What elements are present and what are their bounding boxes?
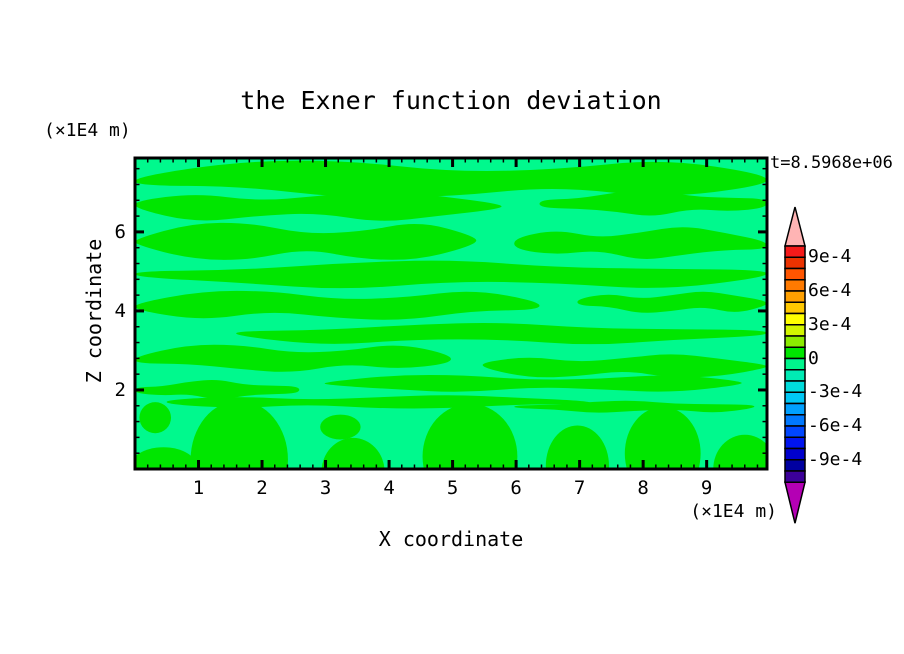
colorbar-tick-label: -9e-4 bbox=[808, 448, 863, 470]
contour-blob bbox=[320, 414, 361, 440]
z-tick-label: 4 bbox=[114, 299, 126, 322]
z-axis-unit-label: (×1E4 m) bbox=[44, 120, 131, 141]
contour-band bbox=[135, 191, 502, 221]
x-tick-label: 7 bbox=[573, 477, 586, 499]
contour-band bbox=[135, 160, 767, 198]
colorbar-box bbox=[784, 324, 806, 337]
contour-band bbox=[514, 227, 767, 259]
contour-band bbox=[482, 354, 767, 378]
x-tick-label: 5 bbox=[446, 477, 459, 499]
z-axis-title: Z coordinate bbox=[82, 238, 106, 384]
contour-band bbox=[514, 400, 755, 413]
colorbar-box bbox=[784, 447, 806, 461]
x-tick-label: 1 bbox=[192, 477, 205, 499]
x-tick-label: 2 bbox=[256, 477, 268, 499]
contour-blob bbox=[713, 434, 767, 469]
colorbar-box bbox=[784, 391, 806, 405]
x-axis-title: X coordinate bbox=[378, 527, 524, 551]
z-tick-label: 6 bbox=[114, 220, 126, 243]
colorbar-box bbox=[784, 369, 806, 382]
x-axis-unit-label: (×1E4 m) bbox=[690, 501, 777, 522]
contour-band bbox=[135, 260, 767, 289]
colorbar-tick-label: 3e-4 bbox=[808, 313, 852, 335]
z-tick-label: 2 bbox=[114, 378, 126, 401]
colorbar-box bbox=[784, 380, 806, 393]
colorbar-box bbox=[784, 470, 806, 483]
contour-band bbox=[577, 291, 767, 313]
contour-blob bbox=[422, 403, 518, 469]
colorbar-box bbox=[784, 357, 806, 371]
colorbar-box bbox=[784, 459, 806, 472]
colorbar-tick-label: 0 bbox=[808, 347, 819, 369]
contour-band bbox=[135, 222, 477, 260]
colorbar-tick-label: 9e-4 bbox=[808, 246, 852, 268]
colorbar-box bbox=[784, 279, 806, 292]
contour-field bbox=[135, 158, 767, 469]
contour-band bbox=[236, 323, 767, 345]
plot-title: the Exner function deviation bbox=[240, 86, 662, 115]
colorbar-tick-label: -6e-4 bbox=[808, 415, 863, 436]
plot-frame bbox=[133, 156, 769, 471]
contour-blob bbox=[139, 402, 172, 434]
contour-band bbox=[135, 380, 300, 400]
colorbar-box bbox=[784, 346, 806, 360]
colorbar-box bbox=[784, 267, 806, 281]
colorbar-box bbox=[784, 256, 806, 270]
contour-blob bbox=[190, 400, 288, 469]
x-tick-label: 6 bbox=[510, 477, 522, 499]
contour-band bbox=[166, 395, 590, 409]
colorbar-box bbox=[784, 402, 806, 416]
colorbar-box bbox=[784, 301, 806, 315]
colorbar-box bbox=[784, 436, 806, 450]
contour-band bbox=[135, 290, 540, 320]
colorbar-tick-label: 6e-4 bbox=[808, 280, 852, 301]
contour-blob bbox=[135, 447, 199, 469]
colorbar bbox=[784, 206, 806, 524]
contour-blob bbox=[624, 406, 701, 469]
timestamp-label: t=8.5968e+06 bbox=[770, 153, 893, 173]
contour-plot bbox=[133, 156, 769, 471]
contour-blob bbox=[545, 425, 609, 469]
colorbar-box bbox=[784, 414, 806, 427]
colorbar-box bbox=[784, 290, 806, 303]
colorbar-tick-label: -3e-4 bbox=[808, 381, 863, 403]
contour-band bbox=[539, 190, 767, 216]
colorbar-arrow-down bbox=[784, 481, 806, 524]
contour-band bbox=[135, 344, 451, 372]
colorbar-box bbox=[784, 312, 806, 326]
contour-blob bbox=[321, 437, 385, 469]
colorbar-arrow-up bbox=[784, 206, 806, 247]
contour-band bbox=[324, 375, 742, 392]
x-tick-label: 4 bbox=[383, 477, 395, 499]
x-tick-label: 9 bbox=[700, 477, 713, 499]
x-tick-label: 8 bbox=[637, 477, 649, 499]
colorbar-box bbox=[784, 335, 806, 348]
colorbar-box bbox=[784, 245, 806, 258]
x-tick-label: 3 bbox=[319, 477, 332, 499]
colorbar-box bbox=[784, 425, 806, 438]
